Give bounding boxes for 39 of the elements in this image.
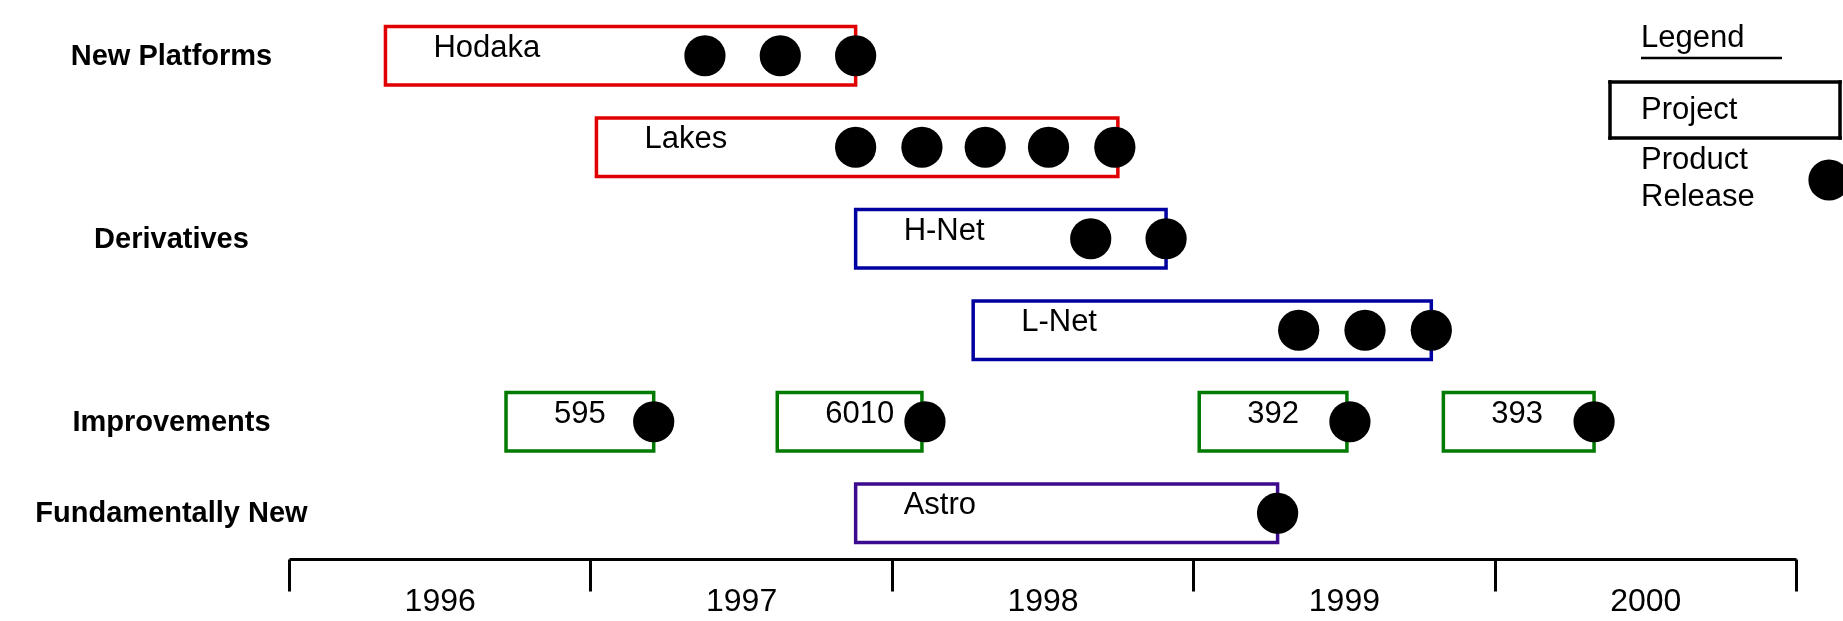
series-label: 595 — [554, 394, 606, 430]
series-label: L-Net — [1021, 303, 1098, 339]
point — [1329, 401, 1371, 443]
x-tick-label: 1999 — [1308, 581, 1380, 618]
point — [1145, 218, 1187, 260]
x-tick-label: 1998 — [1007, 581, 1079, 618]
y-tick-label: Improvements — [72, 404, 271, 437]
x-tick-label: 2000 — [1610, 581, 1682, 618]
point — [1027, 126, 1070, 168]
x-tick-label: 1996 — [404, 581, 476, 618]
series-label: 6010 — [825, 394, 895, 430]
annotation: Project — [1641, 91, 1738, 126]
point — [964, 126, 1006, 168]
point — [633, 401, 675, 443]
series-label: Lakes — [644, 120, 728, 156]
point — [1278, 309, 1320, 351]
y-tick-label: Derivatives — [94, 221, 249, 254]
point — [684, 35, 726, 77]
point — [1573, 401, 1615, 443]
point — [1070, 218, 1112, 260]
y-tick-label: Fundamentally New — [35, 496, 309, 529]
series-label: 392 — [1247, 394, 1299, 430]
x-tick-label: 1997 — [706, 581, 778, 618]
series-label: Astro — [903, 486, 976, 522]
series-label: Hodaka — [433, 28, 542, 64]
point — [904, 401, 946, 443]
legend-title: Legend — [1641, 19, 1745, 54]
series-label: 393 — [1491, 394, 1544, 430]
point — [1344, 309, 1386, 351]
point — [901, 126, 943, 168]
legend-label: Product Release — [1641, 141, 1755, 213]
point — [1410, 309, 1452, 351]
point — [759, 35, 801, 77]
point — [1094, 126, 1136, 168]
series-label: H-Net — [903, 211, 985, 247]
y-tick-label: New Platforms — [70, 38, 273, 71]
point — [835, 126, 877, 168]
point — [1256, 492, 1299, 534]
point — [835, 35, 877, 77]
